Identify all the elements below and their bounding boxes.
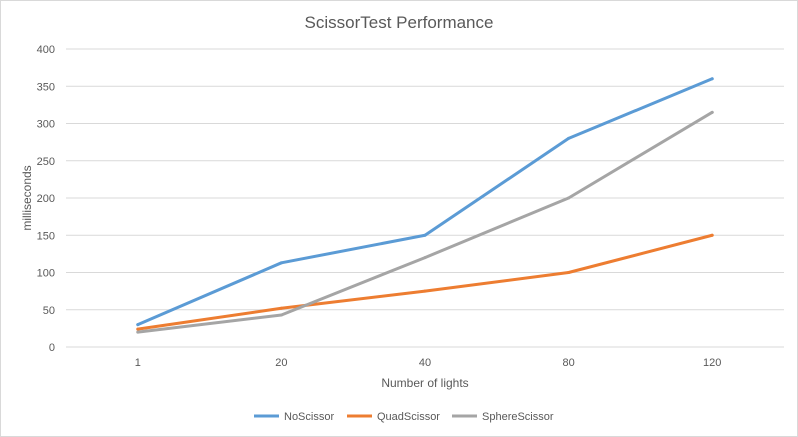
y-tick-label: 350 xyxy=(37,81,55,93)
data-point xyxy=(136,327,140,331)
data-point xyxy=(279,261,283,265)
legend-label: NoScissor xyxy=(284,411,334,423)
data-point xyxy=(710,233,714,237)
y-tick-label: 0 xyxy=(49,342,55,354)
y-tick-label: 250 xyxy=(37,156,55,168)
legend: NoScissor QuadScissor SphereScissor xyxy=(254,411,554,423)
y-axis-label: milliseconds xyxy=(20,165,34,230)
y-tick-label: 400 xyxy=(37,44,55,56)
x-tick-label: 20 xyxy=(275,357,287,369)
y-axis-ticks: 0 50 100 150 200 250 300 350 400 xyxy=(37,44,55,354)
x-axis-label: Number of lights xyxy=(381,376,468,390)
x-tick-label: 80 xyxy=(562,357,574,369)
data-point xyxy=(423,289,427,293)
y-tick-label: 200 xyxy=(37,193,55,205)
y-tick-label: 150 xyxy=(37,230,55,242)
gridlines xyxy=(66,48,784,348)
data-point xyxy=(279,313,283,317)
x-tick-label: 40 xyxy=(419,357,431,369)
x-tick-label: 120 xyxy=(703,357,721,369)
data-point xyxy=(567,136,571,140)
data-point xyxy=(279,306,283,310)
series-line-noscissor xyxy=(136,77,714,327)
x-axis-ticks: 1 20 40 80 120 xyxy=(135,357,722,369)
data-point xyxy=(136,330,140,334)
legend-label: SphereScissor xyxy=(482,411,554,423)
data-point xyxy=(567,271,571,274)
x-tick-label: 1 xyxy=(135,357,141,369)
series-lines xyxy=(136,77,714,334)
y-tick-label: 300 xyxy=(37,119,55,131)
y-tick-label: 100 xyxy=(37,268,55,280)
data-point xyxy=(710,77,714,81)
data-point xyxy=(567,196,571,200)
data-point xyxy=(710,110,714,114)
y-tick-label: 50 xyxy=(43,305,55,317)
series-line-quadscissor xyxy=(136,233,714,331)
series-line-spherescissor xyxy=(136,110,714,334)
legend-label: QuadScissor xyxy=(377,411,440,423)
data-point xyxy=(423,256,427,260)
data-point xyxy=(136,323,140,327)
chart-title: ScissorTest Performance xyxy=(305,13,494,32)
data-point xyxy=(423,233,427,237)
